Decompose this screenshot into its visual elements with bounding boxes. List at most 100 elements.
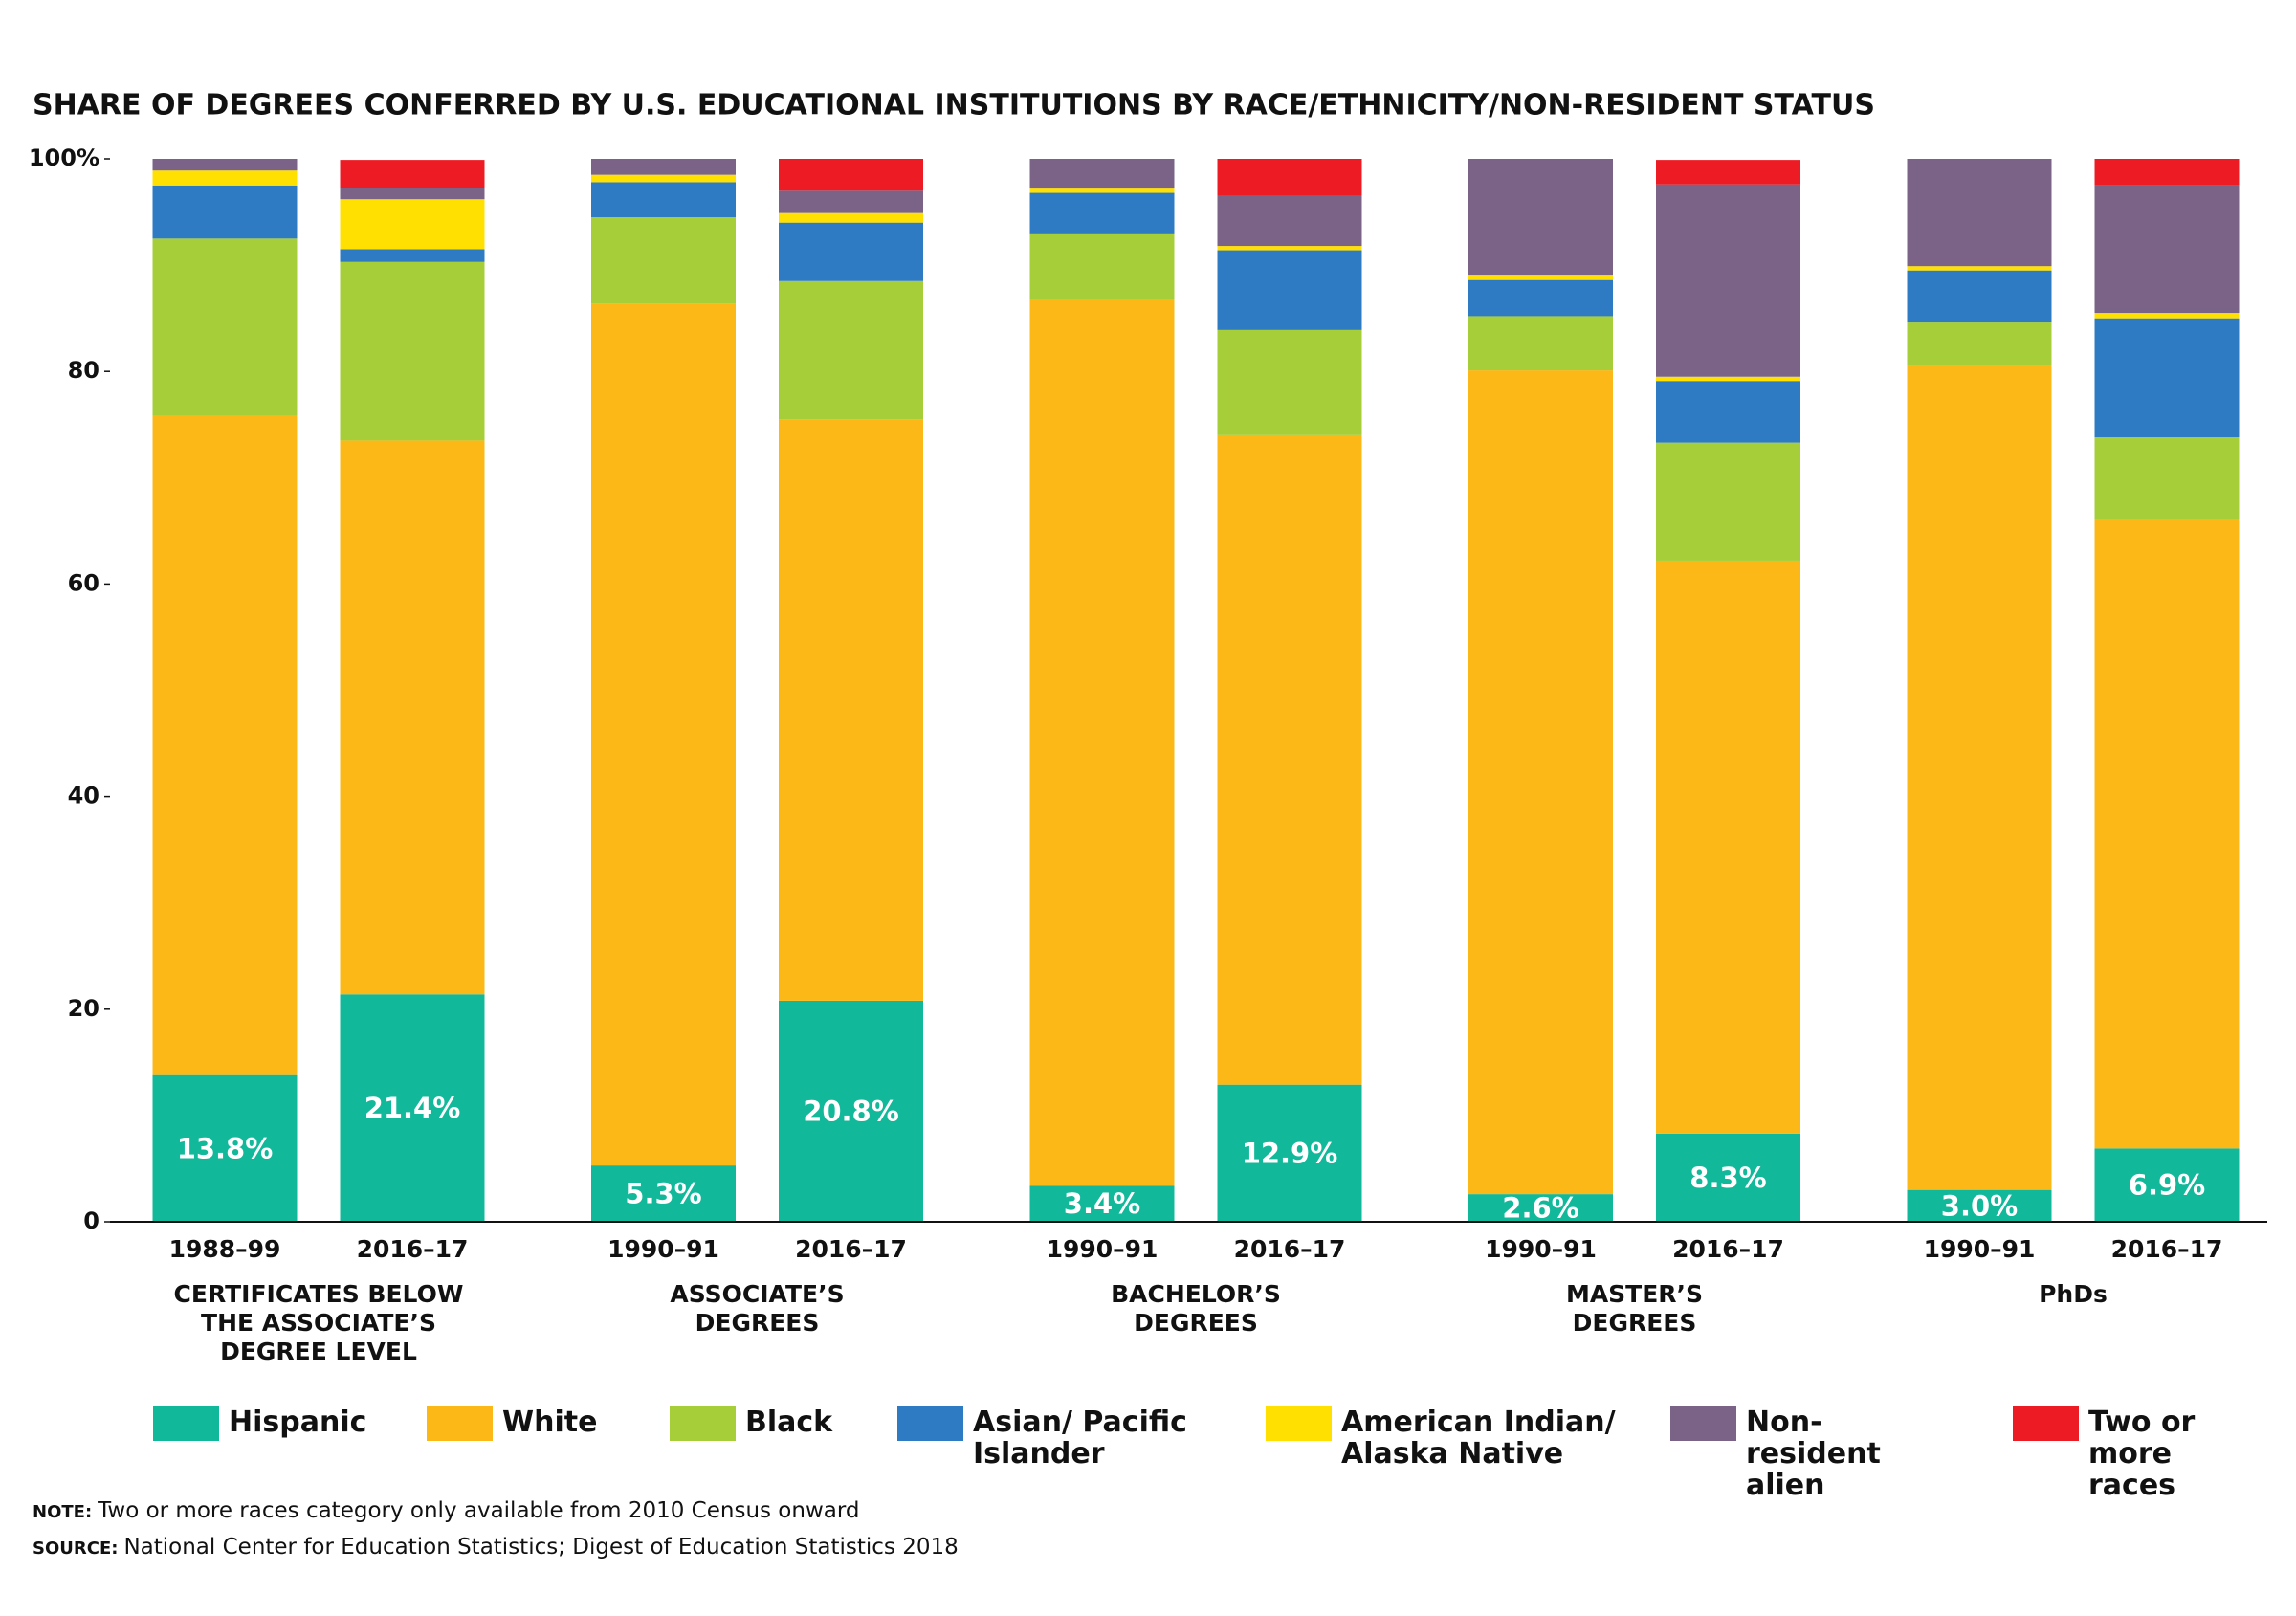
bar-segment [1656,442,1800,561]
legend-item: Non-resident alien [1670,1406,1937,1501]
bar-segment [1029,1185,1175,1222]
bar-segment [340,994,485,1222]
x-tick-label: 1990–91 [607,1235,719,1263]
bar-segment [1029,188,1175,193]
bar-segment [1029,159,1175,189]
bar-segment [2094,318,2240,438]
legend-swatch [153,1406,219,1441]
legend-item: American Indian/ Alaska Native [1266,1406,1619,1470]
bar-segment [340,199,485,250]
group-label: THE ASSOCIATE’S [201,1309,436,1337]
bar-segment [1656,381,1800,443]
bar-segment [779,419,923,1001]
bar-segment [1907,270,2052,323]
bar-segment [2094,185,2240,314]
bar-segment [1217,246,1362,251]
bar-segment [2094,159,2240,186]
bar-segment [1907,159,2052,267]
y-tick-label: 40 [68,783,99,809]
legend-swatch [1266,1406,1332,1441]
bar-segment [1656,376,1800,382]
bar-segment [1468,159,1613,276]
bar-segment [152,415,298,1075]
bar-segment [1217,195,1362,247]
bar-segment [1907,1189,2052,1222]
legend-label: Non-resident alien [1746,1406,1881,1502]
data-label: 3.4% [1064,1187,1140,1220]
x-tick-label: 1988–99 [169,1235,281,1263]
y-tick-label: 80 [68,357,99,384]
legend-label: Two or more races [2088,1406,2196,1502]
y-tick-label: 0 [83,1207,99,1234]
bar-segment [779,190,923,213]
source-label: SOURCE: [33,1539,119,1559]
legend-item: Hispanic [153,1406,391,1441]
bar-segment [591,1165,736,1222]
bar-segment [1217,250,1362,330]
group-label: BACHELOR’S [1111,1280,1281,1308]
bar-segment [2094,313,2240,319]
note: NOTE: Two or more races category only ava… [33,1498,860,1523]
y-tick-label: 60 [68,569,99,596]
x-tick-label: 1990–91 [1047,1235,1159,1263]
bar-segment [1656,560,1800,1134]
bar-segment [340,261,485,441]
bar-segment [1468,370,1613,1195]
group-label: ASSOCIATE’S [670,1280,844,1308]
data-label: 6.9% [2129,1169,2205,1202]
bar-segment [779,1000,923,1222]
legend-item: Two or more races [2013,1406,2251,1501]
bar-segment [1217,434,1362,1085]
legend-swatch [427,1406,493,1441]
chart-title: SHARE OF DEGREES CONFERRED BY U.S. EDUCA… [33,89,1875,122]
legend-label: Hispanic [229,1406,367,1439]
legend-label: Black [745,1406,833,1439]
data-label: 3.0% [1941,1189,2018,1222]
bar-segment [1656,184,1800,377]
bar-segment [779,280,923,420]
legend-item: White [427,1406,665,1441]
bar-segment [152,159,298,171]
legend-item: Asian/ Pacific Islander [897,1406,1193,1470]
data-label: 5.3% [625,1178,701,1210]
bar-segment [340,440,485,995]
bar-segment [2094,437,2240,520]
bar-segment [152,185,298,239]
x-tick-label: 1990–91 [1485,1235,1597,1263]
data-label: 20.8% [803,1095,899,1127]
legend-swatch [2013,1406,2079,1441]
legend-swatch [897,1406,963,1441]
data-label: 2.6% [1502,1192,1578,1225]
bar-segment [1468,279,1613,317]
bar-segment [1029,233,1175,299]
bar-segment [1217,159,1362,196]
data-label: 21.4% [364,1092,461,1124]
bar-segment [591,182,736,218]
bar-segment [1656,160,1800,185]
legend-swatch [1670,1406,1736,1441]
group-label: PhDs [2039,1280,2108,1308]
legend-label: American Indian/ Alaska Native [1341,1406,1616,1471]
source: SOURCE: National Center for Education Sta… [33,1535,959,1560]
bar-segment [340,249,485,262]
data-label: 8.3% [1689,1162,1766,1194]
bar-segment [340,160,485,188]
group-label: DEGREES [1573,1309,1697,1337]
bar-segment [591,217,736,304]
bar-segment [152,170,298,186]
bar-segment [591,159,736,175]
x-tick-label: 2016–17 [795,1235,907,1263]
bar-segment [1217,1084,1362,1222]
x-tick-label: 2016–17 [357,1235,469,1263]
legend-item: Black [670,1406,908,1441]
legend-label: White [502,1406,598,1439]
bar-segment [152,238,298,416]
bar-segment [779,212,923,223]
bar-segment [1656,1133,1800,1222]
legend-swatch [670,1406,736,1441]
x-tick-label: 2016–17 [2111,1235,2223,1263]
x-tick-label: 1990–91 [1924,1235,2036,1263]
group-label: DEGREE LEVEL [220,1338,417,1365]
